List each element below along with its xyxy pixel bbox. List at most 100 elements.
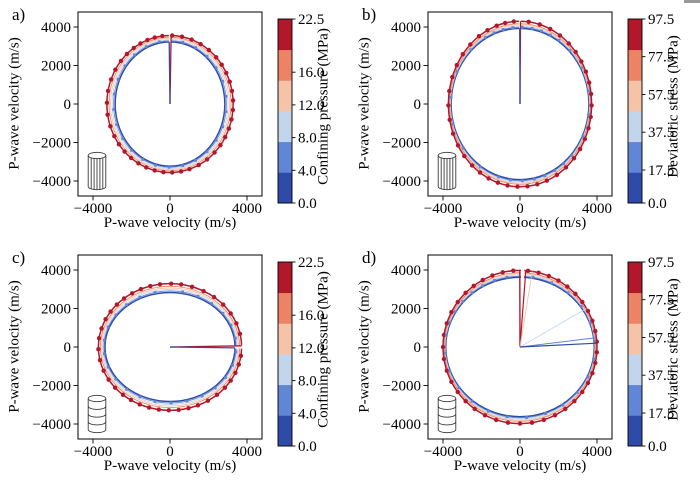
inner-data-points bbox=[449, 25, 590, 183]
colorbar-tick-label: 22.5 bbox=[298, 255, 324, 271]
plot-area-c: 4000 2000 0 −2000 −4000−4000 0 4000 22.5 16.0 12.… bbox=[33, 254, 324, 460]
colorbar-tick-label: 0.0 bbox=[648, 439, 667, 455]
colorbar-tick-label: 17.5 bbox=[648, 163, 674, 179]
colorbar-tick-label: 4.0 bbox=[298, 163, 317, 179]
y-axis-label: P-wave velocity (m/s) bbox=[356, 280, 373, 413]
x-tick-label: 0 bbox=[516, 444, 524, 460]
closure-lines bbox=[168, 35, 172, 105]
sample-orientation-icon bbox=[87, 151, 107, 191]
panel-b: 4000 2000 0 −2000 −4000 −4000 0 4000 97.5 77.5 57.… bbox=[350, 0, 700, 243]
panel-label-d: d) bbox=[362, 248, 377, 267]
x-tick-label: 0 bbox=[516, 201, 524, 217]
colorbar-tick-label: 12.0 bbox=[298, 341, 324, 357]
y-tick-label: 0 bbox=[64, 340, 72, 356]
colorbar-label: Confining pressure (MPa) bbox=[315, 271, 332, 428]
inner-data-points bbox=[112, 40, 228, 169]
colorbar-tick-label: 8.0 bbox=[298, 131, 317, 147]
x-tick-label: −4000 bbox=[424, 201, 462, 217]
sample-orientation-icon bbox=[437, 151, 457, 191]
outer-data-points bbox=[446, 19, 594, 189]
x-tick-label: −4000 bbox=[74, 444, 112, 460]
inner-data-points bbox=[444, 275, 596, 419]
y-axis-label: P-wave velocity (m/s) bbox=[6, 37, 23, 170]
colorbar-tick-label: 77.5 bbox=[648, 50, 674, 66]
colorbar: 22.5 16.0 12.0 8.0 4.0 0.0 bbox=[277, 255, 324, 455]
y-tick-label: 0 bbox=[64, 97, 72, 113]
y-tick-label: 2000 bbox=[41, 302, 71, 318]
y-tick-label: 2000 bbox=[391, 302, 421, 318]
panel-label-c: c) bbox=[12, 248, 26, 267]
y-tick-label: −2000 bbox=[33, 379, 71, 395]
axis-ticks: 4000 2000 0 −2000 −4000−4000 0 4000 bbox=[33, 20, 262, 217]
panel-label-a: a) bbox=[12, 5, 26, 24]
x-tick-label: −4000 bbox=[74, 201, 112, 217]
colorbar-tick-label: 57.5 bbox=[648, 88, 674, 104]
x-axis-label: P-wave velocity (m/s) bbox=[103, 215, 237, 231]
x-tick-label: 4000 bbox=[232, 444, 262, 460]
x-tick-label: −4000 bbox=[424, 444, 462, 460]
y-tick-label: 0 bbox=[414, 97, 422, 113]
y-tick-label: −2000 bbox=[383, 136, 421, 152]
colorbar-tick-label: 22.5 bbox=[298, 12, 324, 28]
colorbar-tick-label: 17.5 bbox=[648, 406, 674, 422]
sample-orientation-icon bbox=[87, 394, 107, 434]
outer-data-points bbox=[440, 268, 599, 426]
x-tick-label: 4000 bbox=[232, 201, 262, 217]
colorbar-tick-label: 8.0 bbox=[298, 374, 317, 390]
y-tick-label: 4000 bbox=[41, 263, 71, 279]
panel-a: 4000 2000 0 −2000 −4000 −4000 0 4000 22.5 16.0 12.… bbox=[0, 0, 350, 243]
colorbar: 22.5 16.0 12.0 8.0 4.0 0.0 bbox=[277, 12, 324, 212]
colorbar-tick-label: 97.5 bbox=[648, 12, 674, 28]
y-tick-label: −4000 bbox=[33, 417, 71, 433]
axis-ticks: 4000 2000 0 −2000 −4000−4000 0 4000 bbox=[33, 263, 262, 460]
y-tick-label: 0 bbox=[414, 340, 422, 356]
outer-data-points bbox=[104, 33, 236, 175]
colorbar-tick-label: 97.5 bbox=[648, 255, 674, 271]
y-tick-label: −4000 bbox=[33, 174, 71, 190]
y-tick-label: 2000 bbox=[41, 59, 71, 75]
y-tick-label: 4000 bbox=[41, 20, 71, 36]
colorbar-tick-label: 0.0 bbox=[298, 196, 317, 212]
inner-data-points bbox=[102, 290, 238, 405]
x-axis-label: P-wave velocity (m/s) bbox=[103, 458, 237, 474]
x-tick-label: 4000 bbox=[582, 444, 612, 460]
colorbar-tick-label: 37.5 bbox=[648, 125, 674, 141]
corner-mark bbox=[684, 0, 700, 3]
axis-ticks: 4000 2000 0 −2000 −4000−4000 0 4000 bbox=[383, 263, 612, 460]
panel-label-b: b) bbox=[362, 5, 377, 24]
colorbar: 97.5 77.5 57.5 37.5 17.5 0.0 bbox=[627, 12, 674, 212]
colorbar-tick-label: 57.5 bbox=[648, 331, 674, 347]
plot-area-d: 4000 2000 0 −2000 −4000−4000 0 4000 97.5 77.5 57.… bbox=[383, 254, 674, 460]
x-axis-label: P-wave velocity (m/s) bbox=[453, 458, 587, 474]
colorbar-label: Confining pressure (MPa) bbox=[315, 28, 332, 185]
colorbar-label: Deviatoric stress (MPa) bbox=[665, 35, 682, 178]
outer-data-points bbox=[96, 281, 244, 413]
y-axis-label: P-wave velocity (m/s) bbox=[356, 37, 373, 170]
colorbar: 97.5 77.5 57.5 37.5 17.5 0.0 bbox=[627, 255, 674, 455]
y-tick-label: 4000 bbox=[391, 263, 421, 279]
colorbar-tick-label: 37.5 bbox=[648, 368, 674, 384]
closure-lines bbox=[519, 270, 597, 348]
x-tick-label: 4000 bbox=[582, 201, 612, 217]
colorbar-tick-label: 4.0 bbox=[298, 406, 317, 422]
colorbar-tick-label: 0.0 bbox=[648, 196, 667, 212]
plot-area-a: 4000 2000 0 −2000 −4000−4000 0 4000 22.5 16.0 12.… bbox=[33, 11, 324, 217]
closure-lines bbox=[519, 21, 522, 105]
y-tick-label: −2000 bbox=[383, 379, 421, 395]
y-tick-label: −4000 bbox=[383, 417, 421, 433]
x-axis-label: P-wave velocity (m/s) bbox=[453, 215, 587, 231]
colorbar-label: Deviatoric stress (MPa) bbox=[665, 278, 682, 421]
y-tick-label: 2000 bbox=[391, 59, 421, 75]
y-tick-label: 4000 bbox=[391, 20, 421, 36]
sample-orientation-icon bbox=[437, 394, 457, 434]
colorbar-tick-label: 12.0 bbox=[298, 98, 324, 114]
colorbar-tick-label: 0.0 bbox=[298, 439, 317, 455]
panel-d: 4000 2000 0 −2000 −4000 −4000 0 4000 97.5 77.5 57.… bbox=[350, 243, 700, 486]
colorbar-tick-label: 77.5 bbox=[648, 293, 674, 309]
y-axis-label: P-wave velocity (m/s) bbox=[6, 280, 23, 413]
panel-c: 4000 2000 0 −2000 −4000 −4000 0 4000 22.5 16.0 12.… bbox=[0, 243, 350, 486]
colorbar-tick-label: 16.0 bbox=[298, 308, 324, 324]
x-tick-label: 0 bbox=[166, 444, 174, 460]
plot-area-b: 4000 2000 0 −2000 −4000−4000 0 4000 97.5 77.5 57.… bbox=[383, 11, 674, 217]
closure-lines bbox=[169, 345, 242, 349]
